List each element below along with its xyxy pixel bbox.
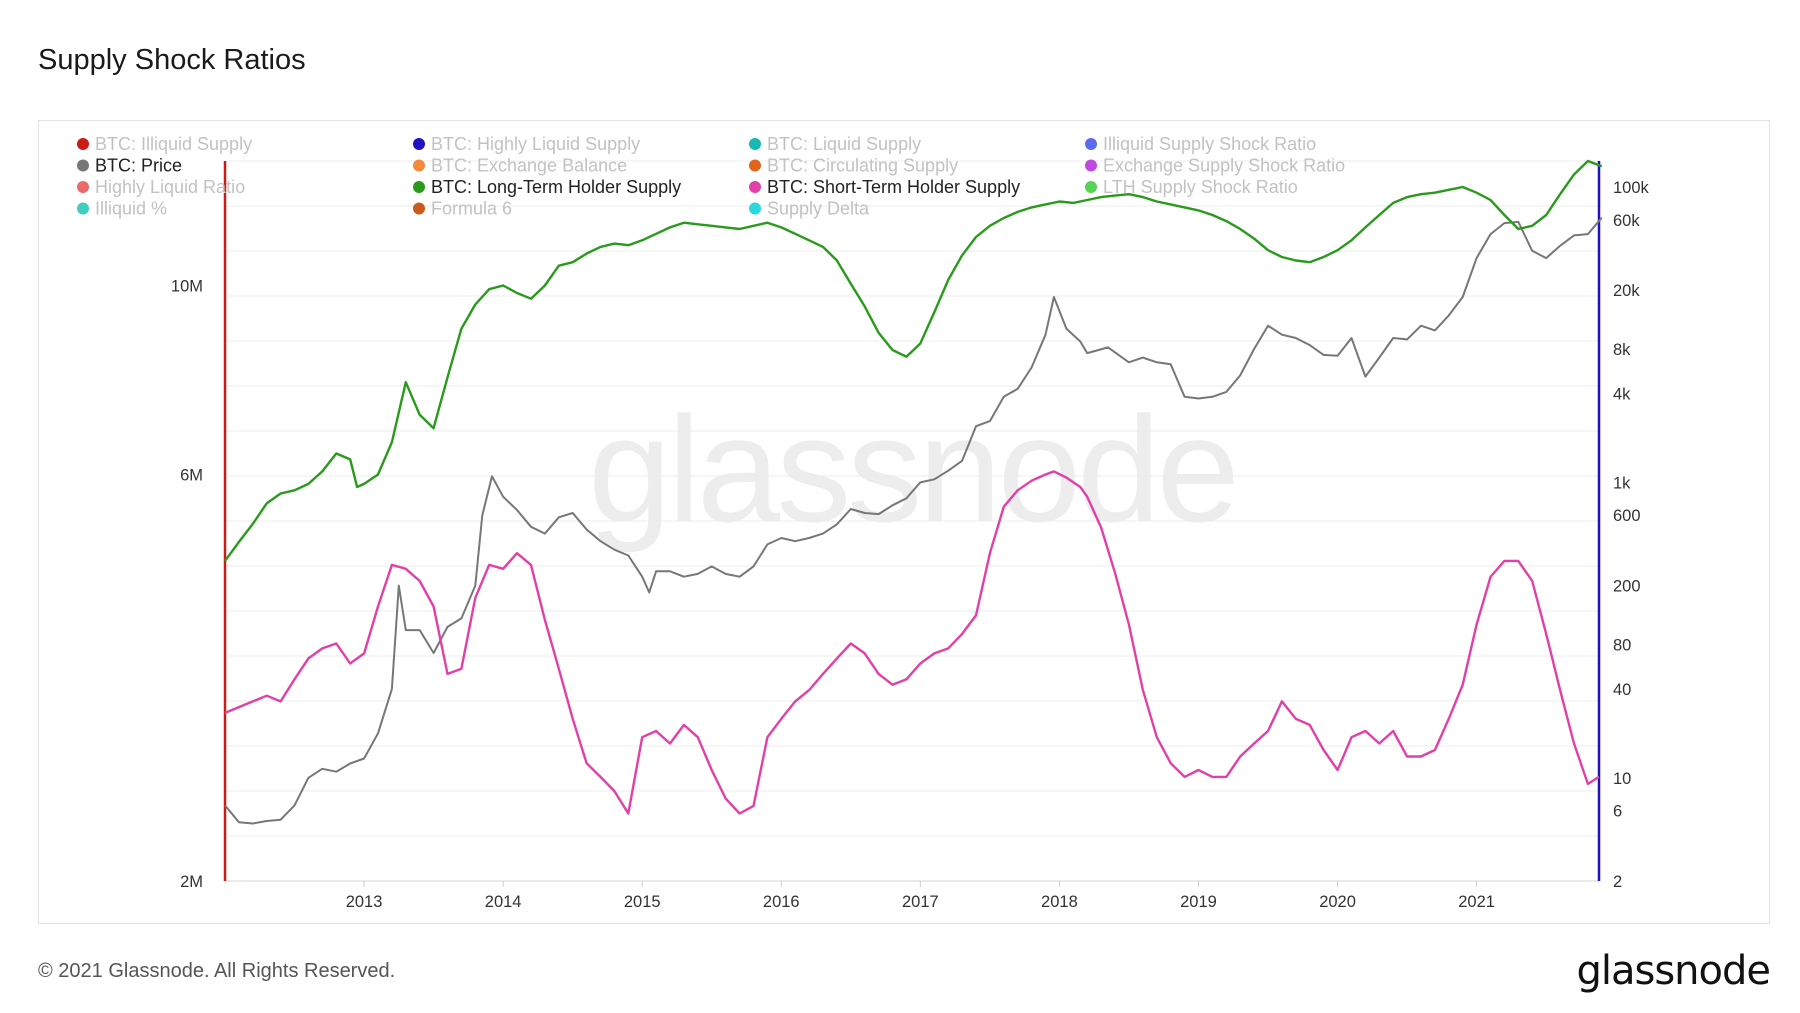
legend-swatch [77, 159, 89, 172]
legend-item[interactable]: BTC: Price [77, 156, 182, 176]
legend-item[interactable]: BTC: Short-Term Holder Supply [749, 177, 1020, 197]
left-tick-label: 6M [180, 467, 203, 485]
legend-item[interactable]: BTC: Highly Liquid Supply [413, 134, 640, 154]
x-tick-label: 2014 [485, 893, 522, 911]
right-tick-label: 2 [1613, 873, 1622, 891]
legend-label: Illiquid Supply Shock Ratio [1103, 134, 1316, 154]
legend-swatch [749, 159, 761, 172]
chart-frame: glassnode 2013 2014 2015 2016 2017 2018 2019 20… [38, 120, 1770, 924]
legend-swatch [413, 159, 425, 172]
x-tick-label: 2018 [1041, 893, 1078, 911]
right-tick-label: 40 [1613, 681, 1631, 699]
right-tick-label: 60k [1613, 212, 1640, 230]
grid-layer [225, 160, 1599, 882]
right-tick-label: 200 [1613, 578, 1641, 596]
legend-label: Supply Delta [767, 199, 870, 219]
right-tick-label: 100k [1613, 179, 1650, 197]
legend-item[interactable]: BTC: Exchange Balance [413, 156, 627, 176]
right-tick-label: 10 [1613, 770, 1631, 788]
left-tick-label: 2M [180, 873, 203, 891]
series-line-btc-long-term-holder-supply [224, 159, 1603, 562]
legend-item[interactable]: LTH Supply Shock Ratio [1085, 177, 1298, 197]
axis-layer: 2013 2014 2015 2016 2017 2018 2019 2020 2021 2M 6M… [171, 161, 1650, 911]
legend-label: BTC: Short-Term Holder Supply [767, 177, 1020, 197]
legend-swatch [749, 202, 761, 215]
legend-swatch [77, 138, 89, 150]
legend-item[interactable]: BTC: Illiquid Supply [77, 134, 252, 154]
legend-item[interactable]: Highly Liquid Ratio [77, 177, 245, 197]
legend-label: Highly Liquid Ratio [95, 177, 245, 197]
right-tick-label: 20k [1613, 282, 1640, 300]
x-tick-label: 2019 [1180, 893, 1217, 911]
legend-label: Formula 6 [431, 199, 512, 219]
series-layer [224, 159, 1603, 825]
right-tick-label: 4k [1613, 385, 1631, 403]
legend-swatch [413, 138, 425, 150]
legend-item[interactable]: Formula 6 [413, 199, 512, 219]
legend-layer: BTC: Illiquid Supply BTC: Highly Liquid S… [77, 134, 1345, 219]
right-tick-label: 80 [1613, 636, 1631, 654]
legend-swatch [1085, 159, 1097, 172]
series-line-btc-price [224, 217, 1603, 825]
x-tick-label: 2013 [346, 893, 383, 911]
legend-label: BTC: Long-Term Holder Supply [431, 177, 681, 197]
x-tick-label: 2021 [1458, 893, 1495, 911]
legend-item[interactable]: BTC: Circulating Supply [749, 156, 958, 176]
left-tick-label: 10M [171, 277, 203, 295]
legend-label: BTC: Illiquid Supply [95, 134, 252, 154]
watermark-layer: glassnode [588, 385, 1240, 553]
legend-swatch [77, 181, 89, 193]
right-tick-label: 600 [1613, 507, 1641, 525]
legend-swatch [413, 202, 425, 215]
legend-item[interactable]: Illiquid Supply Shock Ratio [1085, 134, 1316, 154]
legend-swatch [1085, 181, 1097, 193]
legend-swatch [77, 202, 89, 215]
legend-item[interactable]: Exchange Supply Shock Ratio [1085, 156, 1345, 176]
legend-item[interactable]: BTC: Long-Term Holder Supply [413, 177, 681, 197]
x-tick-label: 2016 [763, 893, 800, 911]
legend-label: BTC: Circulating Supply [767, 156, 958, 176]
legend-label: LTH Supply Shock Ratio [1103, 177, 1298, 197]
legend-swatch [413, 181, 425, 193]
legend-item[interactable]: Illiquid % [77, 199, 167, 219]
page-title: Supply Shock Ratios [38, 44, 306, 76]
chart-svg: glassnode 2013 2014 2015 2016 2017 2018 2019 20… [77, 134, 1650, 911]
x-tick-label: 2015 [624, 893, 661, 911]
legend-swatch [749, 181, 761, 193]
right-tick-label: 8k [1613, 341, 1631, 359]
legend-label: Illiquid % [95, 199, 167, 219]
legend-swatch [1085, 138, 1097, 150]
legend-label: BTC: Highly Liquid Supply [431, 134, 640, 154]
legend-label: BTC: Price [95, 156, 182, 176]
watermark-text: glassnode [588, 385, 1236, 553]
legend-swatch [749, 138, 761, 150]
glassnode-logo[interactable]: glassnode [1576, 948, 1771, 994]
right-tick-label: 6 [1613, 803, 1622, 821]
legend-item[interactable]: BTC: Liquid Supply [749, 134, 921, 154]
series-line-btc-short-term-holder-supply [224, 470, 1600, 815]
legend-label: BTC: Liquid Supply [767, 134, 921, 154]
legend-item[interactable]: Supply Delta [749, 199, 870, 219]
right-tick-label: 1k [1613, 474, 1631, 492]
x-tick-label: 2017 [902, 893, 939, 911]
x-tick-label: 2020 [1319, 893, 1356, 911]
legend-label: BTC: Exchange Balance [431, 156, 627, 176]
copyright-text: © 2021 Glassnode. All Rights Reserved. [38, 960, 396, 982]
legend-label: Exchange Supply Shock Ratio [1103, 156, 1345, 176]
